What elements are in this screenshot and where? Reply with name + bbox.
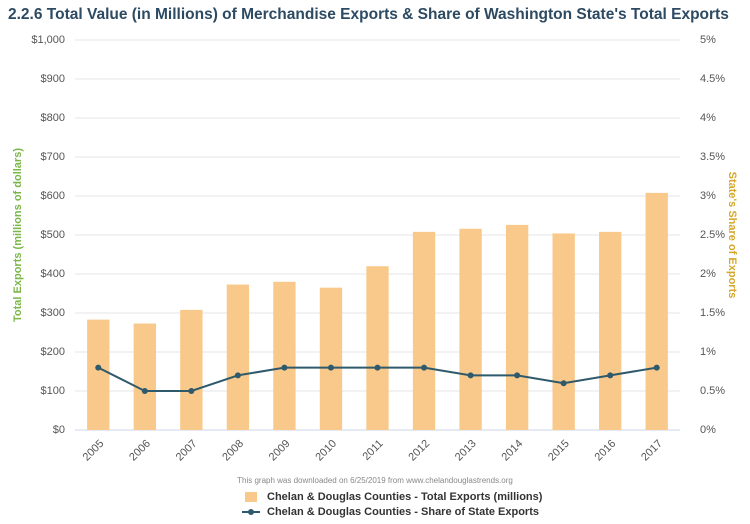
legend-label: Chelan & Douglas Counties - Share of Sta…	[267, 506, 539, 518]
line-marker	[95, 364, 102, 371]
y-tick-label: $900	[41, 73, 65, 85]
x-tick-label: 2011	[360, 438, 385, 463]
line-marker	[421, 364, 428, 371]
bar	[552, 233, 575, 430]
x-tick-label: 2007	[174, 438, 200, 464]
bar	[180, 309, 203, 430]
y2-tick-label: 2.5%	[700, 229, 725, 241]
y-tick-label: $0	[53, 424, 65, 436]
y2-tick-label: 0%	[700, 424, 716, 436]
bar	[459, 228, 482, 430]
x-tick-label: 2014	[499, 438, 525, 464]
y-tick-label: $100	[41, 385, 65, 397]
line-marker	[653, 364, 660, 371]
bar	[133, 323, 156, 430]
y2-axis-label: State's Share of Exports	[726, 172, 738, 299]
line-marker	[188, 388, 195, 394]
line-marker	[327, 364, 334, 371]
x-tick-label: 2006	[127, 438, 153, 464]
y-tick-label: $1,000	[31, 34, 65, 46]
y2-tick-label: 3.5%	[700, 151, 725, 163]
legend-swatch	[245, 492, 257, 502]
x-tick-label: 2013	[453, 438, 479, 464]
y-tick-label: $400	[41, 268, 65, 280]
line-marker	[560, 380, 567, 387]
x-tick-label: 2005	[81, 438, 107, 464]
y-tick-label: $200	[41, 346, 65, 358]
y2-tick-label: 1.5%	[700, 307, 725, 319]
bar	[226, 284, 250, 430]
y2-tick-label: 5%	[700, 34, 716, 46]
bar	[505, 224, 529, 430]
y2-tick-label: 2%	[700, 268, 716, 280]
footnote: This graph was downloaded on 6/25/2019 f…	[237, 476, 513, 485]
x-tick-label: 2008	[220, 438, 246, 464]
y2-tick-label: 3%	[700, 190, 716, 202]
y-tick-label: $600	[41, 190, 65, 202]
line-marker	[607, 372, 614, 379]
line-marker	[374, 364, 381, 371]
y-tick-label: $500	[41, 229, 65, 241]
chart-title: 2.2.6 Total Value (in Millions) of Merch…	[8, 6, 729, 23]
y2-tick-label: 0.5%	[700, 385, 725, 397]
bar	[273, 281, 296, 430]
line-marker	[281, 364, 288, 371]
line-marker	[234, 372, 241, 379]
y2-tick-label: 4.5%	[700, 73, 725, 85]
y-tick-label: $700	[41, 151, 65, 163]
y-tick-label: $800	[41, 112, 65, 124]
line-marker	[514, 372, 521, 379]
x-tick-label: 2009	[267, 438, 293, 464]
line-marker	[141, 388, 148, 394]
y2-tick-label: 4%	[700, 112, 716, 124]
x-tick-label: 2015	[546, 438, 572, 464]
bar	[412, 231, 436, 430]
y-tick-label: $300	[41, 307, 65, 319]
bar	[87, 319, 110, 430]
legend-swatch	[248, 509, 254, 515]
y-axis-label: Total Exports (millions of dollars)	[12, 148, 24, 322]
bar	[319, 287, 343, 430]
bar	[645, 192, 668, 430]
x-tick-label: 2012	[406, 438, 432, 464]
line-marker	[467, 372, 474, 379]
x-tick-label: 2016	[593, 438, 619, 464]
bar	[366, 266, 389, 430]
bar	[599, 231, 622, 430]
y2-tick-label: 1%	[700, 346, 716, 358]
x-tick-label: 2017	[639, 438, 665, 464]
x-tick-label: 2010	[313, 438, 339, 464]
legend-label: Chelan & Douglas Counties - Total Export…	[267, 491, 543, 503]
